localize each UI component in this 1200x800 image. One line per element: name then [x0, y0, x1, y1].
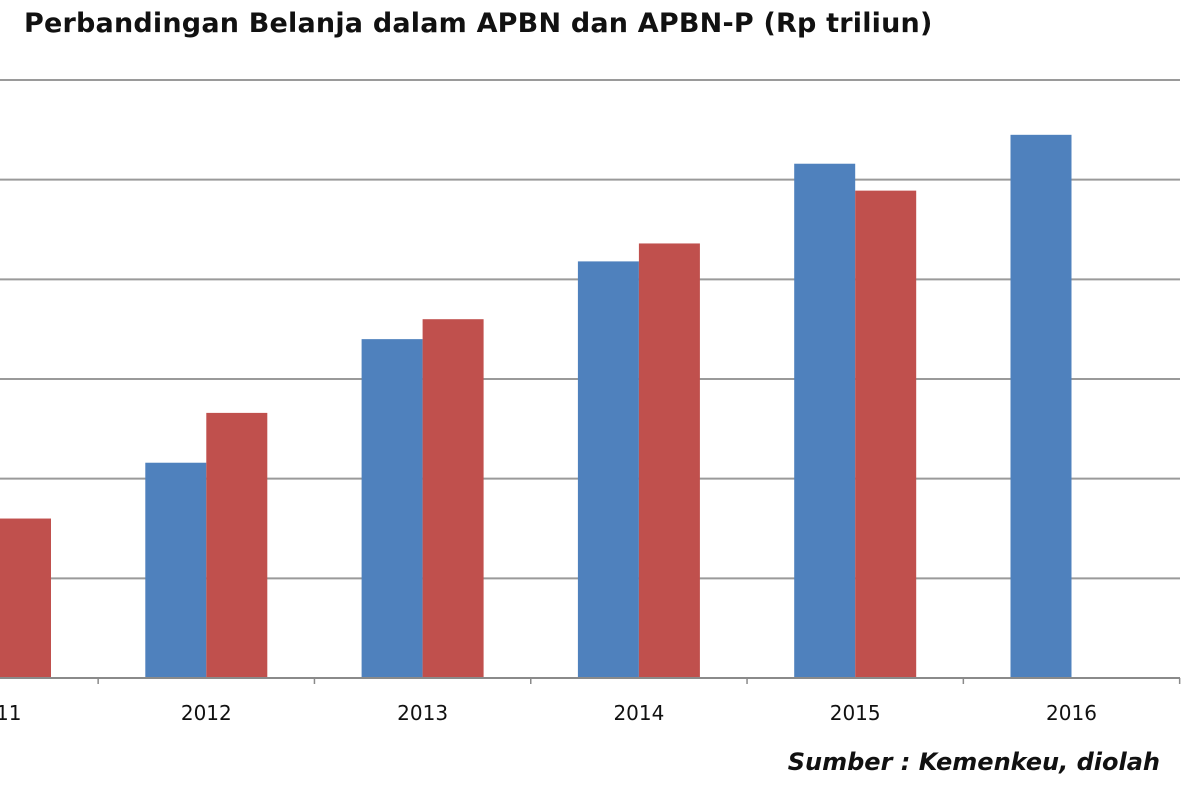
x-tick-label: 2015: [830, 701, 881, 725]
bar-2014-series-2: [638, 243, 700, 678]
source-note: Sumber : Kemenkeu, diolah: [787, 748, 1160, 776]
bar-2014-series-1: [577, 261, 639, 678]
bar-2015-series-1: [794, 163, 856, 679]
x-tick-label: 11: [0, 701, 21, 725]
bar-2012-series-1: [145, 462, 207, 678]
bar-2013-series-2: [422, 319, 484, 678]
x-tick-label: 2016: [1046, 701, 1097, 725]
chart-title: Perbandingan Belanja dalam APBN dan APBN…: [24, 8, 933, 39]
bar-2012-series-2: [206, 412, 268, 678]
x-tick-label: 2012: [181, 701, 232, 725]
bar-2016-series-1: [1010, 134, 1072, 679]
x-tick-label: 2013: [397, 701, 448, 725]
bar-2013-series-1: [361, 339, 423, 678]
bar-2015-series-2: [855, 190, 917, 678]
bar-2011-series-2: [0, 518, 51, 678]
x-tick-label: 2014: [613, 701, 664, 725]
